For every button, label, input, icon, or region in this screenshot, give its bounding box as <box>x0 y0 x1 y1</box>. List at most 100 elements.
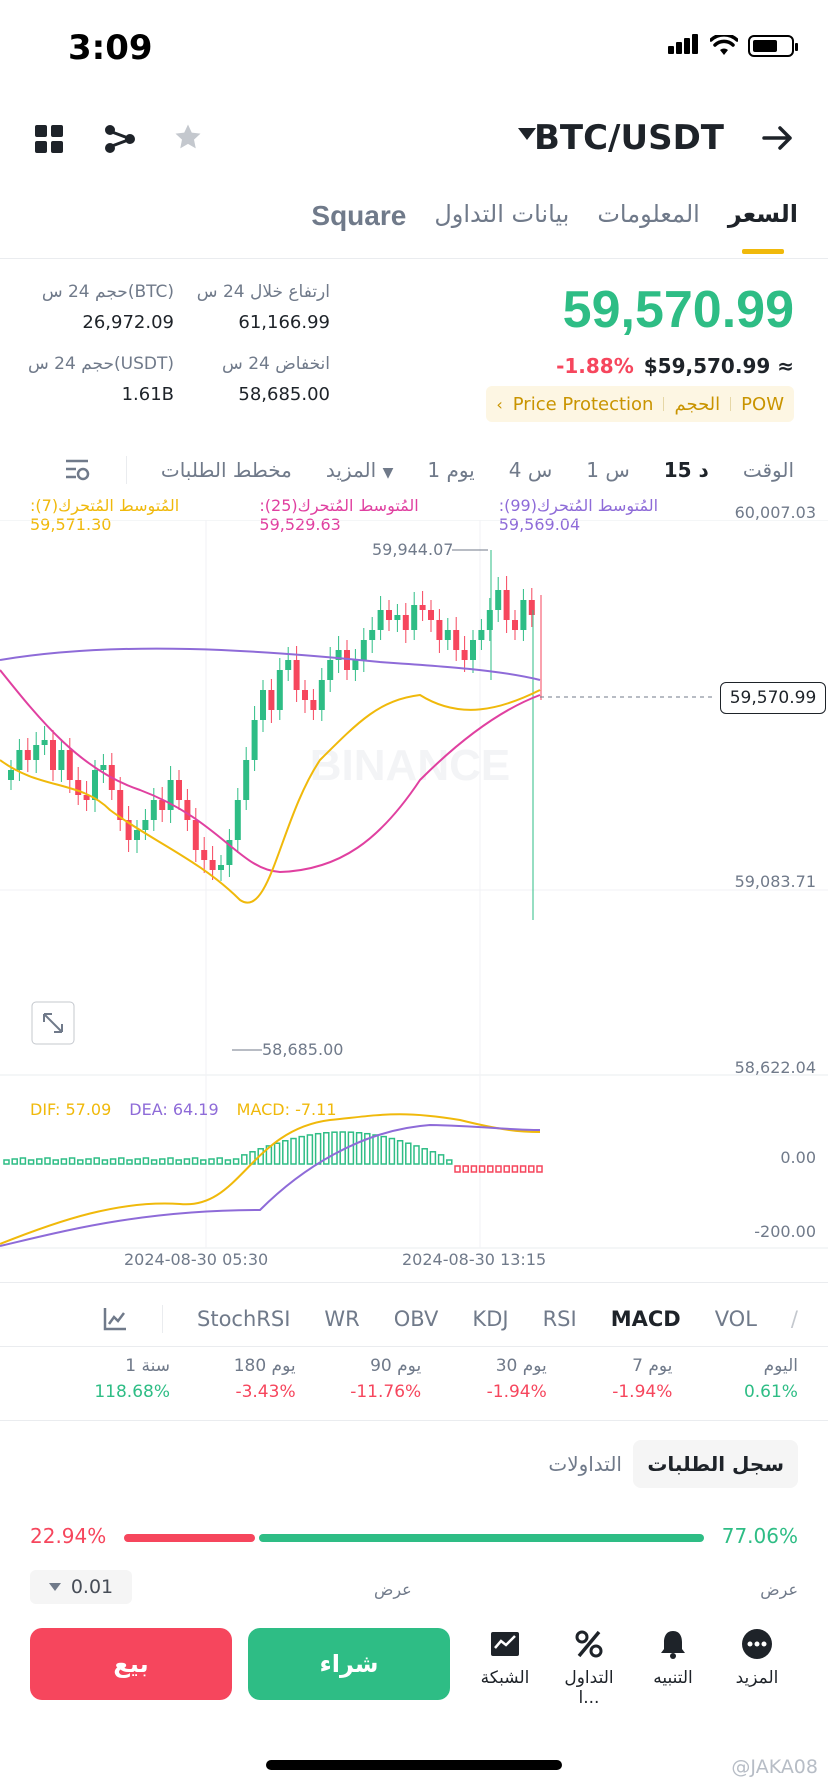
indicator-stochrsi[interactable]: StochRSI <box>197 1307 291 1331</box>
macd-bar <box>323 1132 330 1165</box>
chart-settings-icon[interactable] <box>64 457 92 483</box>
macd-bar <box>232 1158 240 1165</box>
tab-orderbook[interactable]: سجل الطلبات <box>633 1440 798 1488</box>
chevron-left-icon: ‹ <box>496 394 503 414</box>
wifi-icon <box>710 35 738 55</box>
tag-volume[interactable]: الحجم <box>674 393 721 415</box>
depth-chart-tab[interactable]: مخطط الطلبات <box>160 458 292 482</box>
chart-watermark: BINANCE <box>310 741 510 790</box>
percent-icon <box>575 1630 603 1658</box>
interval-1d[interactable]: 1 يوم <box>427 458 475 482</box>
candle-body <box>470 640 476 660</box>
pair-title[interactable]: BTC/USDT <box>534 118 724 158</box>
candle-body <box>184 800 191 820</box>
indicator-vol[interactable]: VOL <box>714 1307 757 1331</box>
bid-column-label: عرض <box>760 1580 798 1599</box>
tab-info[interactable]: المعلومات <box>597 200 700 228</box>
ma7-line <box>0 689 541 904</box>
macd-bar <box>355 1132 363 1165</box>
indicator-more[interactable]: / <box>790 1307 798 1331</box>
interval-15m[interactable]: 15 د <box>663 458 709 482</box>
candle-body <box>327 660 334 680</box>
macd-bar <box>314 1132 322 1165</box>
indicator-kdj[interactable]: KDJ <box>472 1307 509 1331</box>
interval-more[interactable]: المزيد ▼ <box>326 458 393 482</box>
interval-time[interactable]: الوقت <box>742 458 794 482</box>
action-trading[interactable]: التداول ا... <box>554 1628 624 1708</box>
interval-1h[interactable]: 1 س <box>586 458 630 482</box>
candle-body <box>150 800 157 820</box>
candle-body <box>251 720 258 760</box>
candle-body <box>394 615 401 620</box>
stat-vol-btc-value: 26,972.09 <box>82 312 174 333</box>
macd-bar <box>44 1157 51 1165</box>
tab-trades[interactable]: التداولات <box>548 1452 622 1476</box>
axis-price-bottom: 58,622.04 <box>734 1058 816 1077</box>
perf-value: -1.94% <box>612 1382 673 1402</box>
perf-label: 1 سنة <box>125 1356 170 1376</box>
action-grid[interactable]: الشبكة <box>470 1628 540 1688</box>
sell-button[interactable]: بيع <box>30 1628 232 1700</box>
macd-legend: DIF: 57.09 DEA: 64.19 MACD: -7.11 <box>30 1100 337 1119</box>
perf-value: -3.43% <box>235 1382 296 1402</box>
macd-bar <box>159 1158 166 1165</box>
candle-body <box>386 610 392 620</box>
candle-body <box>201 850 208 860</box>
precision-select[interactable]: 0.01 <box>30 1570 132 1604</box>
perf-divider <box>0 1420 828 1421</box>
indicator-macd[interactable]: MACD <box>610 1307 681 1331</box>
tag-row: POW الحجم Price Protection ‹ <box>486 386 794 422</box>
favorite-star-icon[interactable] <box>172 122 204 152</box>
macd-bar <box>93 1157 100 1165</box>
macd-bar <box>478 1165 486 1173</box>
macd-bar <box>331 1131 338 1165</box>
indicator-rsi[interactable]: RSI <box>542 1307 577 1331</box>
macd-bar <box>421 1148 428 1165</box>
tab-square[interactable]: Square <box>311 200 407 231</box>
macd-bar <box>446 1159 453 1165</box>
candle-body <box>41 740 48 745</box>
macd-bar <box>306 1134 314 1165</box>
candle-body <box>520 600 527 630</box>
macd-bar <box>429 1151 437 1165</box>
macd-bar <box>150 1159 158 1165</box>
candle-body <box>276 670 283 710</box>
candle-body <box>419 605 426 610</box>
macd-bar <box>183 1158 191 1165</box>
candle-body <box>176 780 182 800</box>
indicator-obv[interactable]: OBV <box>393 1307 439 1331</box>
price-chart[interactable]: BINANCE 59,944.07 58,685.00 <box>0 520 828 1260</box>
action-more[interactable]: المزيد <box>722 1628 792 1688</box>
macd-bar <box>413 1145 420 1165</box>
macd-bar <box>126 1159 133 1165</box>
current-price-tag[interactable]: 59,570.99 <box>720 682 826 714</box>
pair-dropdown-icon[interactable] <box>518 128 536 140</box>
tabs-divider <box>0 258 828 259</box>
macd-bar <box>208 1158 215 1165</box>
performance-row: اليوم 0.61% 7 يوم -1.94% 30 يوم -1.94% 90 ي… <box>60 1356 798 1402</box>
macd-bar <box>241 1154 248 1165</box>
candle-body <box>83 795 90 800</box>
macd-bar <box>298 1135 305 1165</box>
tag-pow[interactable]: POW <box>741 393 784 415</box>
buy-button[interactable]: شراء <box>248 1628 450 1700</box>
macd-axis-low: -200.00 <box>754 1222 816 1241</box>
tab-price[interactable]: السعر <box>728 200 798 254</box>
grid-menu-icon[interactable] <box>34 124 64 154</box>
perf-label: 30 يوم <box>495 1356 547 1376</box>
tab-trading-data[interactable]: بيانات التداول <box>434 200 570 228</box>
indicator-wr[interactable]: WR <box>324 1307 360 1331</box>
indicator-settings-icon[interactable] <box>102 1306 128 1332</box>
action-alert[interactable]: التنبيه <box>638 1628 708 1688</box>
tag-price-protection[interactable]: Price Protection <box>512 393 654 415</box>
candle-body <box>159 800 166 810</box>
arrow-right-icon[interactable] <box>762 124 794 152</box>
candle-body <box>117 790 124 820</box>
stat-vol-usdt-label: حجم 24 س(USDT) <box>28 354 174 374</box>
footer-watermark: @JAKA08 <box>731 1756 818 1778</box>
macd-bar <box>101 1159 109 1165</box>
share-icon[interactable] <box>104 124 136 154</box>
battery-icon <box>748 35 798 57</box>
interval-4h[interactable]: 4 س <box>508 458 553 482</box>
candle-body <box>192 820 199 850</box>
